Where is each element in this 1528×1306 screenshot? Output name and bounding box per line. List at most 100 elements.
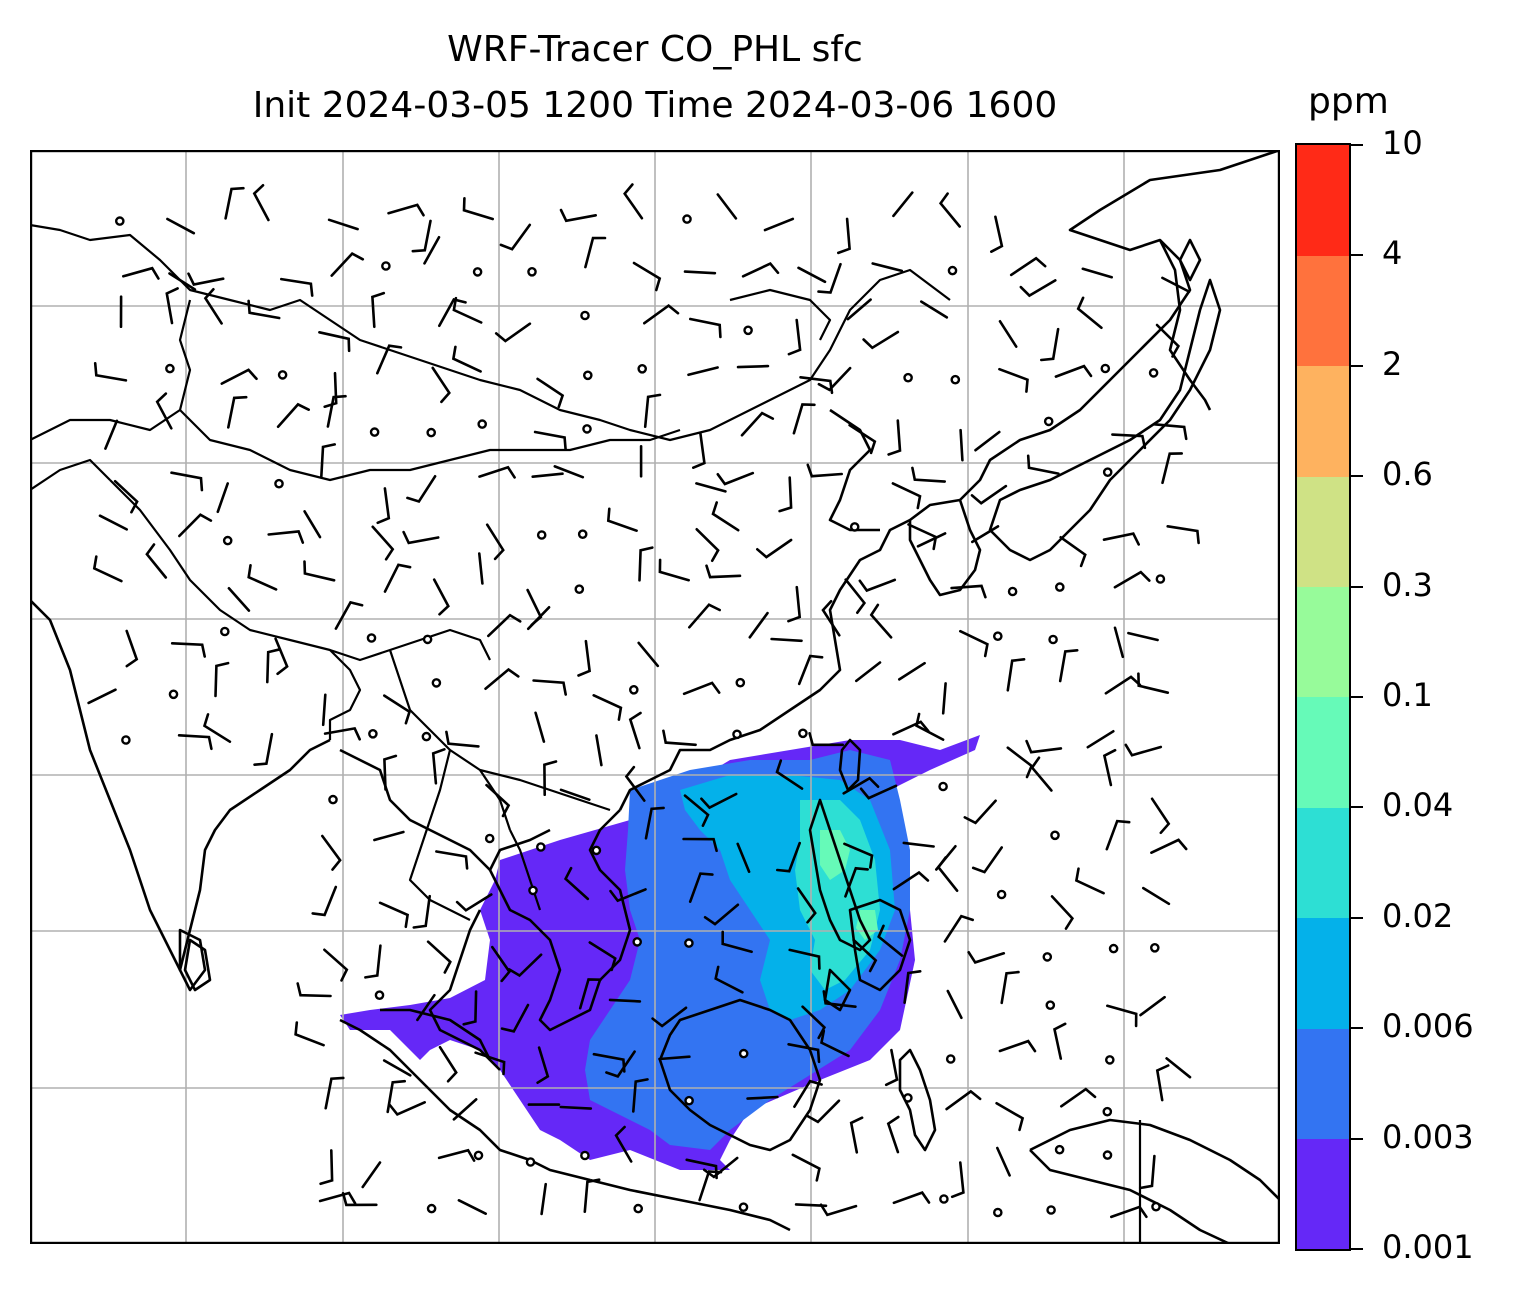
wind-barb — [990, 215, 1004, 253]
plume-level-0.02 — [795, 800, 880, 990]
wind-barb — [323, 726, 361, 741]
wind-barb — [378, 901, 410, 929]
calm-wind-circle — [1100, 363, 1111, 374]
wind-barb — [334, 600, 364, 630]
colorbar-segment — [1297, 476, 1349, 588]
wind-barb — [592, 694, 623, 721]
plume-level-0.04 — [820, 830, 878, 940]
calm-wind-circle — [629, 685, 639, 695]
map-canvas — [30, 150, 1280, 1244]
wind-barb — [125, 629, 139, 668]
wind-barb — [1054, 364, 1093, 378]
wind-barb — [187, 272, 225, 286]
wind-barb — [995, 1102, 1025, 1132]
colorbar-tick — [1351, 1137, 1363, 1140]
colorbar-tick-label: 0.6 — [1382, 455, 1433, 494]
wind-barb — [898, 661, 926, 681]
calm-wind-circle — [950, 374, 961, 385]
wind-barb — [950, 584, 987, 599]
wind-barb — [651, 1006, 688, 1028]
calm-wind-circle — [277, 370, 288, 380]
calm-wind-circle — [591, 845, 602, 856]
wind-barb — [916, 532, 947, 548]
calm-wind-circle — [577, 529, 588, 540]
wind-barb — [1053, 1022, 1067, 1060]
wind-barb — [1111, 433, 1147, 450]
wind-barb — [276, 402, 310, 429]
calm-wind-circle — [165, 363, 175, 374]
wind-barb — [837, 217, 851, 255]
calm-wind-circle — [1105, 1055, 1115, 1065]
wind-barb — [689, 317, 722, 339]
calm-wind-circle — [1102, 467, 1113, 478]
wind-barb — [104, 419, 119, 450]
wind-barb — [609, 888, 647, 903]
wind-barb — [698, 1170, 723, 1202]
wind-barb — [361, 1161, 382, 1189]
wind-barb — [294, 1021, 325, 1047]
wind-barb — [595, 734, 603, 767]
wind-barb — [682, 837, 718, 853]
colorbar-tick — [1351, 696, 1363, 698]
wind-barb — [716, 471, 755, 486]
calm-wind-circle — [684, 938, 694, 948]
calm-wind-circle — [637, 363, 648, 374]
wind-barb — [1161, 276, 1191, 293]
wind-barb — [892, 720, 930, 736]
colorbar-segment — [1297, 697, 1349, 808]
map-panel — [30, 150, 1280, 1244]
wind-barb — [852, 938, 878, 973]
wind-barb — [177, 734, 213, 751]
wind-barb — [1081, 267, 1113, 279]
wind-barb — [321, 834, 342, 871]
wind-barb — [170, 642, 206, 658]
calm-wind-circle — [682, 214, 692, 224]
wind-barb — [606, 507, 638, 532]
wind-barb — [788, 948, 821, 970]
calm-wind-circle — [582, 424, 592, 434]
wind-barb — [1138, 1154, 1156, 1190]
wind-barb — [485, 783, 511, 818]
wind-barb — [688, 603, 721, 629]
wind-barb — [455, 893, 493, 912]
map-frame — [30, 150, 1280, 1244]
wind-barb — [203, 288, 223, 325]
wind-barb — [1060, 1087, 1097, 1108]
calm-wind-circle — [1042, 952, 1053, 962]
wind-barb — [178, 513, 213, 538]
wind-barb — [970, 484, 1008, 505]
wind-barb — [821, 599, 841, 637]
wind-barb — [858, 578, 897, 593]
wind-barb — [1076, 296, 1103, 330]
wind-barb — [536, 1046, 550, 1084]
colorbar-tick-label: 0.001 — [1382, 1228, 1474, 1266]
wind-barb — [494, 322, 532, 343]
calm-wind-circle — [1150, 943, 1160, 953]
wind-barb — [842, 776, 880, 795]
calm-wind-circle — [1102, 1106, 1113, 1117]
wind-barb — [330, 251, 365, 277]
wind-barb — [1142, 886, 1171, 906]
wind-barb — [643, 303, 680, 325]
wind-barb — [252, 184, 270, 222]
wind-barb — [364, 944, 382, 979]
wind-barb — [227, 395, 248, 429]
wind-barb — [224, 186, 245, 220]
wind-barb — [526, 606, 551, 631]
wind-barb — [324, 1076, 345, 1110]
wind-barb — [92, 555, 123, 583]
colorbar-tick — [1351, 806, 1363, 809]
calm-wind-circle — [366, 633, 377, 643]
wind-barb — [920, 300, 949, 319]
wind-barb — [843, 842, 874, 869]
colorbar-tick-label: 0.02 — [1382, 896, 1454, 935]
wind-barb — [452, 1098, 478, 1121]
wind-barb — [321, 693, 327, 727]
wind-barb — [435, 850, 469, 870]
wind-barb — [817, 262, 842, 294]
wind-barb — [859, 784, 898, 800]
wind-barb — [1006, 746, 1034, 779]
wind-barb — [1074, 867, 1105, 895]
wind-barb — [950, 1161, 965, 1199]
wind-barb — [892, 191, 914, 218]
